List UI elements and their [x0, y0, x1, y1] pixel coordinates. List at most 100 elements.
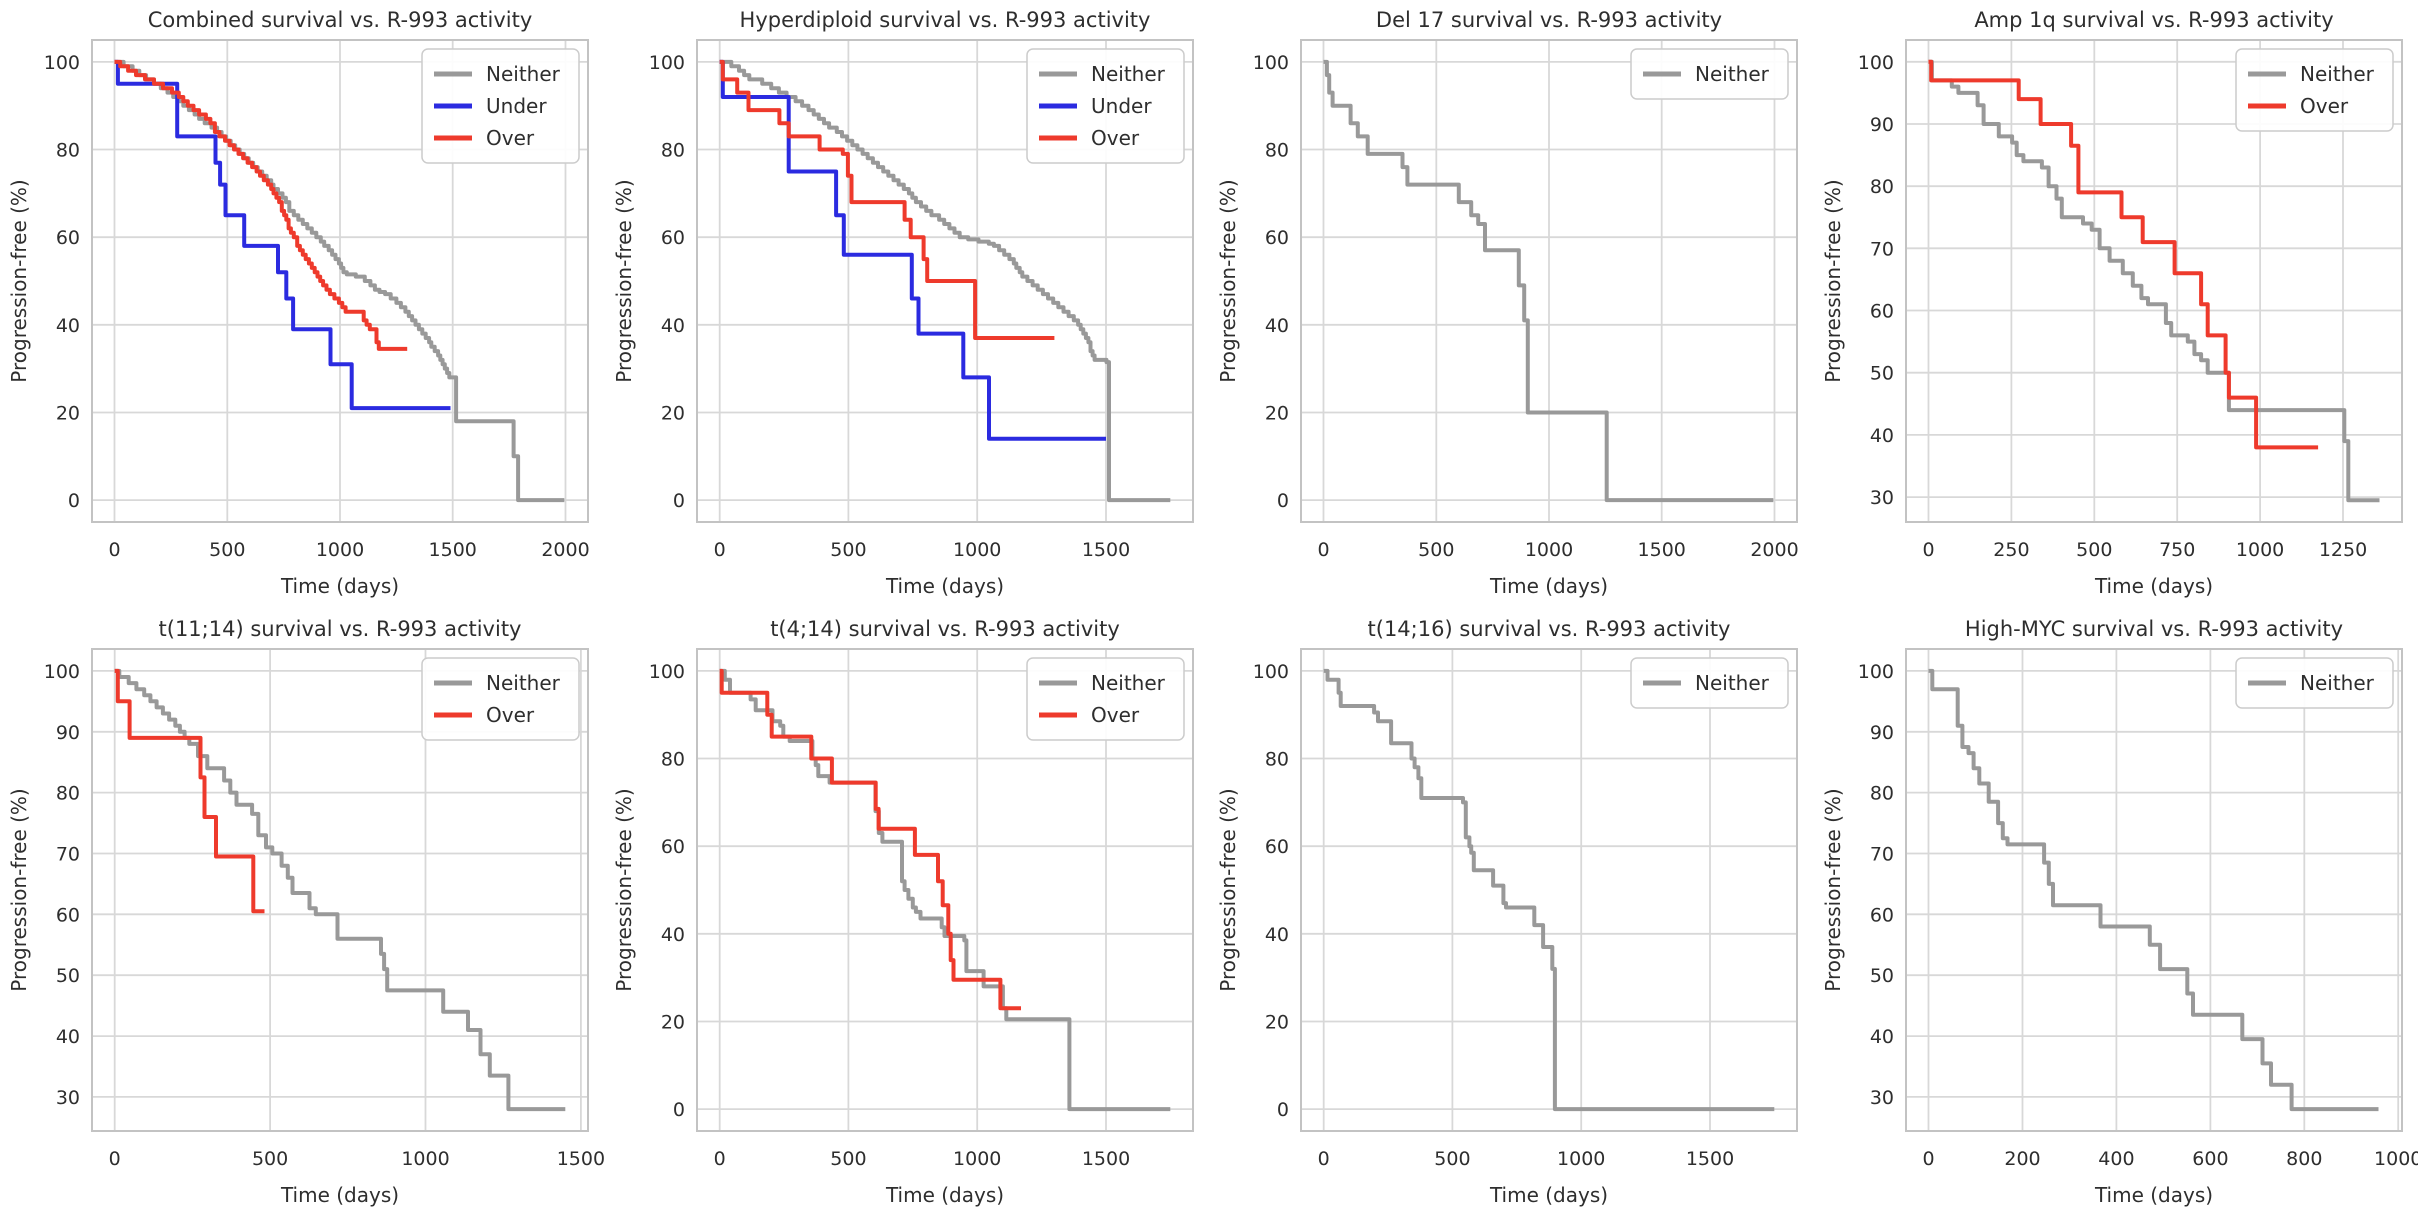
- y-tick-label: 70: [56, 844, 80, 866]
- series-neither-curve: [719, 59, 1170, 503]
- legend-label-neither: Neither: [486, 671, 561, 695]
- y-tick-label: 80: [660, 749, 684, 771]
- y-tick-label: 50: [1869, 965, 1893, 987]
- legend: Neither Under Over: [421, 48, 580, 164]
- chart-cell-2: 0 500 1000 1500 2000 0 20 40 60 80 100 Del 17 survi…: [1209, 0, 1813, 609]
- x-tick-label: 0: [1317, 539, 1329, 561]
- x-tick-label: 1250: [2318, 539, 2366, 561]
- y-tick-label: 80: [56, 140, 80, 162]
- y-tick-label: 0: [1277, 490, 1289, 512]
- y-tick-label: 60: [1265, 836, 1289, 858]
- y-tick-label: 90: [1869, 722, 1893, 744]
- y-tick-label: 90: [1869, 114, 1893, 136]
- y-axis-label: Progression-free (%): [612, 179, 636, 382]
- y-tick-label: 100: [1857, 661, 1893, 683]
- axes-spine: [1904, 39, 2403, 523]
- x-tick-label: 1000: [316, 539, 364, 561]
- chart-title: Amp 1q survival vs. R-993 activity: [1974, 8, 2333, 32]
- y-tick-label: 100: [44, 661, 80, 683]
- x-tick-label: 250: [1993, 539, 2029, 561]
- y-tick-label: 40: [660, 924, 684, 946]
- chart-title: t(11;14) survival vs. R-993 activity: [159, 617, 522, 641]
- y-tick-label: 40: [56, 315, 80, 337]
- x-tick-label: 500: [830, 1148, 866, 1170]
- legend-label-neither: Neither: [1695, 62, 1770, 86]
- x-tick-label: 0: [713, 1148, 725, 1170]
- survival-chart-6: 0 500 1000 1500 0 20 40 60 80 100 t(14;16) surviva…: [1216, 617, 1798, 1207]
- legend-box: [1025, 48, 1185, 164]
- x-tick-label: 500: [1434, 1148, 1470, 1170]
- legend-label-under: Under: [486, 94, 547, 118]
- y-tick-label: 40: [660, 315, 684, 337]
- legend: Neither: [2234, 657, 2394, 709]
- y-tick-label: 60: [1869, 904, 1893, 926]
- axes-spine: [91, 648, 589, 1132]
- y-axis-label: Progression-free (%): [7, 179, 31, 382]
- legend-label-neither: Neither: [1091, 671, 1166, 695]
- y-tick-label: 60: [660, 836, 684, 858]
- y-tick-label: 40: [1869, 425, 1893, 447]
- x-tick-label: 500: [209, 539, 245, 561]
- y-tick-label: 40: [1869, 1026, 1893, 1048]
- legend: Neither Over: [1025, 657, 1185, 741]
- y-tick-label: 40: [1265, 315, 1289, 337]
- axes-spine: [1300, 648, 1798, 1132]
- series-under-curve: [114, 59, 451, 411]
- legend-label-over: Over: [1091, 703, 1140, 727]
- y-tick-label: 60: [1869, 301, 1893, 323]
- series-over-curve: [719, 59, 1054, 340]
- x-axis-label: Time (days): [884, 1183, 1003, 1207]
- y-tick-label: 60: [56, 227, 80, 249]
- y-tick-label: 60: [1265, 227, 1289, 249]
- legend-box: [1630, 48, 1789, 100]
- survival-chart-2: 0 500 1000 1500 2000 0 20 40 60 80 100 Del 17 survi…: [1216, 8, 1799, 598]
- x-tick-label: 2000: [541, 539, 589, 561]
- x-tick-label: 1000: [2374, 1148, 2418, 1170]
- survival-chart-3: 0 250 500 750 1000 1250 30 40 50 60 70 80 90 100 Amp 1…: [1821, 8, 2403, 598]
- chart-title: t(4;14) survival vs. R-993 activity: [770, 617, 1120, 641]
- legend: Neither Under Over: [1025, 48, 1185, 164]
- y-tick-label: 20: [1265, 1012, 1289, 1034]
- y-tick-label: 80: [660, 140, 684, 162]
- series-neither-curve: [1323, 668, 1775, 1112]
- x-tick-label: 500: [830, 539, 866, 561]
- legend-label-neither: Neither: [2300, 62, 2375, 86]
- chart-title: High-MYC survival vs. R-993 activity: [1964, 617, 2342, 641]
- y-tick-label: 40: [56, 1026, 80, 1048]
- axes-spine: [695, 648, 1194, 1132]
- x-tick-label: 1500: [1686, 1148, 1734, 1170]
- legend: Neither: [1630, 48, 1789, 100]
- chart-cell-5: 0 500 1000 1500 0 20 40 60 80 100 t(4;14) survival…: [605, 609, 1209, 1218]
- y-tick-label: 70: [1869, 844, 1893, 866]
- series-over-curve: [114, 59, 408, 351]
- x-tick-label: 1000: [1557, 1148, 1605, 1170]
- y-tick-label: 100: [1253, 661, 1289, 683]
- x-tick-label: 1500: [429, 539, 477, 561]
- legend-box: [2234, 657, 2394, 709]
- chart-title: Combined survival vs. R-993 activity: [148, 8, 533, 32]
- legend-label-neither: Neither: [2300, 671, 2375, 695]
- y-tick-label: 80: [1869, 176, 1893, 198]
- y-tick-label: 80: [1869, 783, 1893, 805]
- x-tick-label: 500: [252, 1148, 288, 1170]
- x-tick-label: 0: [1922, 539, 1934, 561]
- chart-title: t(14;16) survival vs. R-993 activity: [1368, 617, 1731, 641]
- x-tick-label: 400: [2098, 1148, 2134, 1170]
- y-tick-label: 80: [1265, 140, 1289, 162]
- y-axis-label: Progression-free (%): [1821, 788, 1845, 991]
- legend-box: [421, 657, 580, 741]
- chart-cell-1: 0 500 1000 1500 0 20 40 60 80 100 Hyperdiploid sur…: [605, 0, 1209, 609]
- x-tick-label: 500: [1418, 539, 1454, 561]
- legend-label-neither: Neither: [486, 62, 561, 86]
- x-tick-label: 1500: [1638, 539, 1686, 561]
- x-axis-label: Time (days): [2093, 574, 2212, 598]
- survival-chart-5: 0 500 1000 1500 0 20 40 60 80 100 t(4;14) survival…: [612, 617, 1194, 1207]
- series-over-curve: [719, 668, 1021, 1011]
- y-tick-label: 0: [68, 490, 80, 512]
- y-tick-label: 100: [1857, 52, 1893, 74]
- x-tick-label: 1000: [2235, 539, 2283, 561]
- legend-label-under: Under: [1091, 94, 1152, 118]
- x-tick-label: 1500: [1081, 539, 1129, 561]
- chart-cell-6: 0 500 1000 1500 0 20 40 60 80 100 t(14;16) surviva…: [1209, 609, 1813, 1218]
- legend-label-over: Over: [486, 703, 535, 727]
